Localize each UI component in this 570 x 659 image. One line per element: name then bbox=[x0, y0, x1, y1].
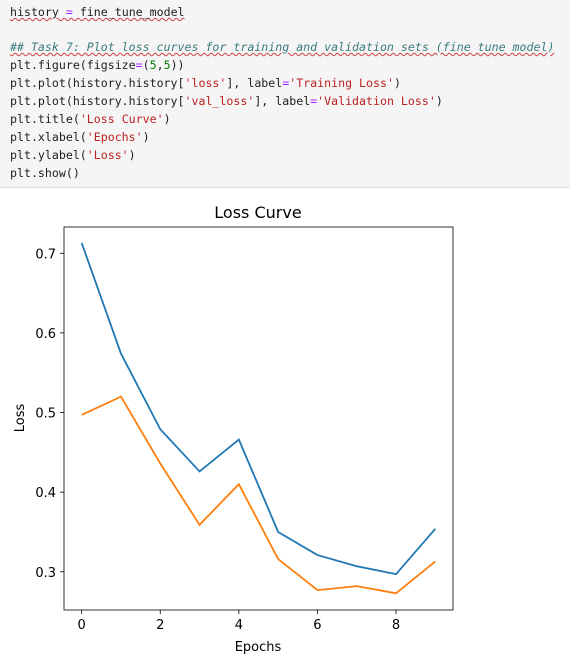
plot-frame bbox=[63, 226, 454, 611]
code-line: plt.ylabel('Loss') bbox=[10, 146, 570, 164]
code-token: 5 bbox=[149, 58, 157, 72]
x-tick-label: 8 bbox=[392, 618, 400, 633]
code-token: 'val_loss' bbox=[184, 94, 255, 108]
code-token: plt.xlabel( bbox=[10, 130, 87, 144]
code-token: = bbox=[135, 58, 143, 72]
code-token: 'Validation Loss' bbox=[317, 94, 436, 108]
y-tick-label: 0.4 bbox=[35, 486, 56, 501]
code-token: plt.figure(figsize bbox=[10, 58, 136, 72]
y-tick-label: 0.7 bbox=[35, 247, 56, 262]
code-token: plt.ylabel( bbox=[10, 148, 87, 162]
x-tick-label: 6 bbox=[313, 618, 321, 633]
code-token: plt.plot(history.history[ bbox=[10, 76, 185, 90]
code-token: plt.title( bbox=[10, 112, 80, 126]
code-token: 'Epochs' bbox=[86, 130, 143, 144]
code-token: ## Task 7: Plot loss curves for training… bbox=[10, 40, 555, 54]
code-line: history = fine_tune_model bbox=[10, 3, 570, 21]
code-token: = bbox=[282, 76, 290, 90]
code-token: plt.show() bbox=[10, 166, 80, 180]
code-line: plt.xlabel('Epochs') bbox=[10, 128, 570, 146]
code-token: , bbox=[156, 58, 164, 72]
x-axis-label: Epochs bbox=[235, 640, 282, 655]
series-line bbox=[80, 242, 436, 576]
code-line: plt.figure(figsize=(5,5)) bbox=[10, 56, 570, 74]
code-line: plt.plot(history.history['loss'], label=… bbox=[10, 74, 570, 92]
code-token: ) bbox=[128, 148, 136, 162]
x-tick-label: 4 bbox=[235, 618, 243, 633]
code-token: 'loss' bbox=[184, 76, 227, 90]
code-token: ) bbox=[142, 130, 150, 144]
code-line: plt.plot(history.history['val_loss'], la… bbox=[10, 92, 570, 110]
code-token: = bbox=[58, 5, 80, 19]
y-tick-label: 0.3 bbox=[35, 566, 56, 581]
x-tick-label: 0 bbox=[78, 618, 86, 633]
code-token: fine_tune_model bbox=[79, 5, 185, 19]
code-token: ( bbox=[142, 58, 150, 72]
y-axis-label: Loss bbox=[13, 404, 28, 433]
code-line: plt.show() bbox=[10, 164, 570, 182]
code-token: 5 bbox=[163, 58, 171, 72]
code-line: plt.title('Loss Curve') bbox=[10, 110, 570, 128]
code-token: ], label bbox=[226, 76, 283, 90]
code-token: history bbox=[10, 5, 59, 19]
code-token: 'Loss' bbox=[86, 148, 129, 162]
code-token: 'Loss Curve' bbox=[79, 112, 164, 126]
code-token: )) bbox=[170, 58, 185, 72]
code-token: ) bbox=[163, 112, 171, 126]
y-tick-label: 0.6 bbox=[35, 327, 56, 342]
code-token: ) bbox=[435, 94, 443, 108]
code-cell[interactable]: history = fine_tune_model ## Task 7: Plot… bbox=[0, 0, 570, 188]
code-token: ], label bbox=[254, 94, 311, 108]
code-line: ## Task 7: Plot loss curves for training… bbox=[10, 38, 570, 56]
series-line bbox=[81, 395, 436, 595]
code-token: ) bbox=[393, 76, 401, 90]
chart-title: Loss Curve bbox=[214, 203, 301, 222]
code-token: = bbox=[310, 94, 318, 108]
x-tick-label: 2 bbox=[156, 618, 164, 633]
code-token: 'Training Loss' bbox=[289, 76, 394, 90]
code-token: plt.plot(history.history[ bbox=[10, 94, 185, 108]
y-tick-label: 0.5 bbox=[35, 407, 56, 422]
